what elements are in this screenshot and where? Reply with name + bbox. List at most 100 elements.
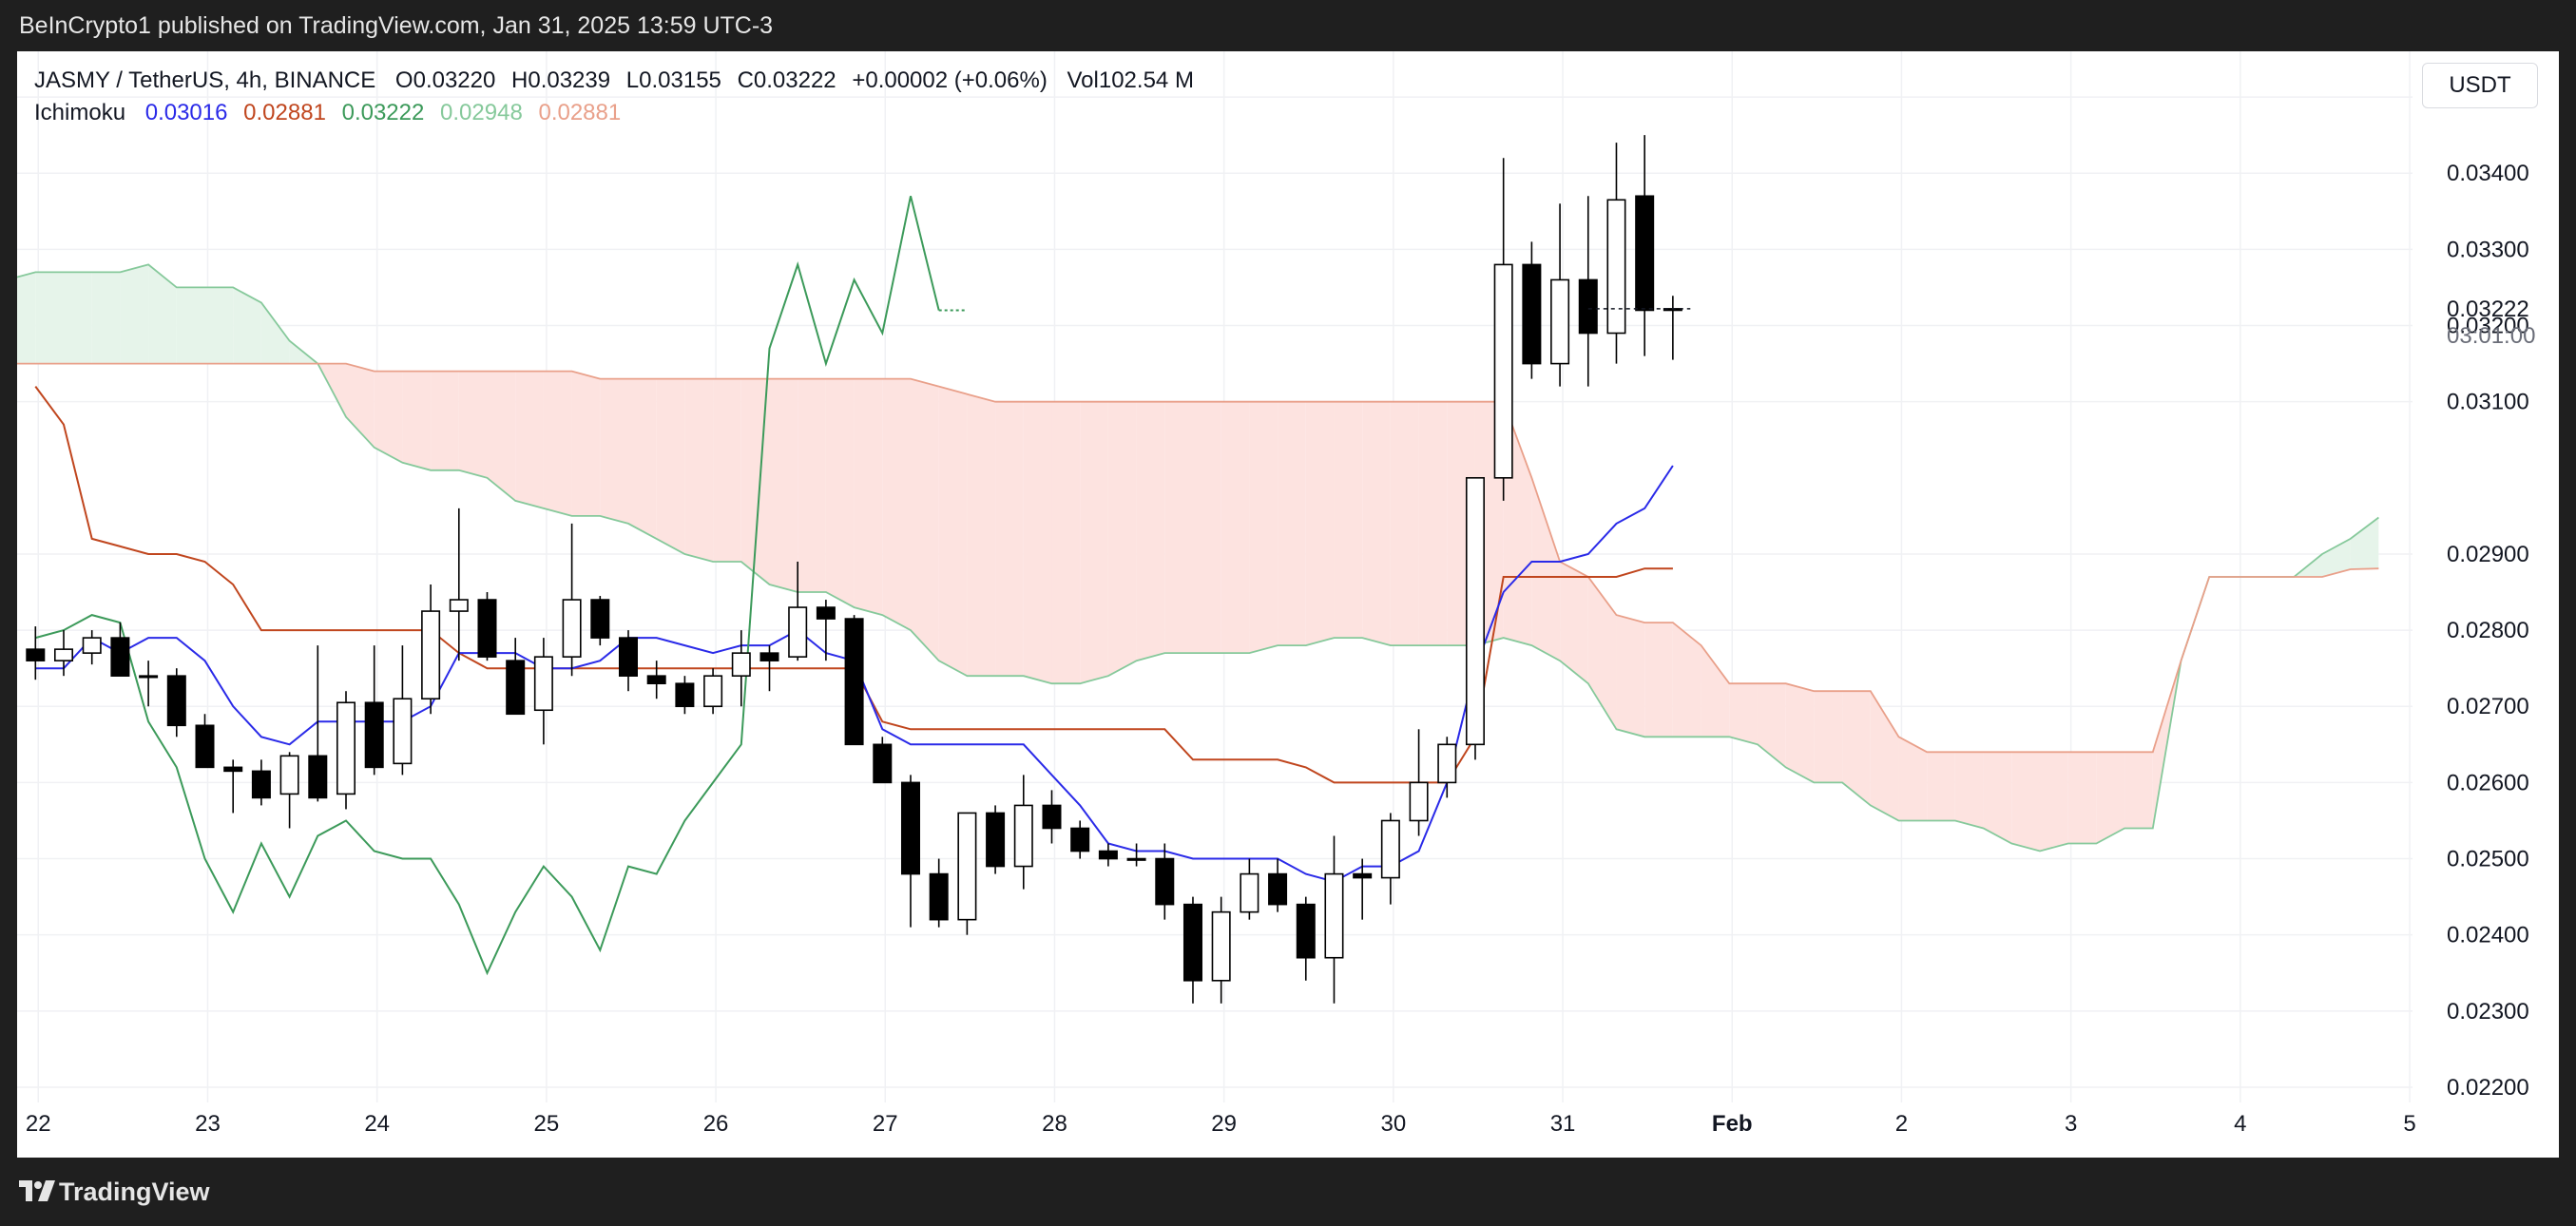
cloud-segment-bullish <box>64 272 92 364</box>
candle-bearish <box>195 724 215 769</box>
cloud-segment-bearish <box>769 378 798 593</box>
candle-bullish <box>53 648 74 661</box>
cloud-segment-bullish <box>2350 517 2379 569</box>
cloud-segment-bullish <box>148 264 177 364</box>
candle-bullish <box>703 675 723 708</box>
candle-bearish <box>26 648 46 661</box>
candle-bearish <box>1268 872 1288 906</box>
time-tick-label: 3 <box>2065 1111 2077 1137</box>
price-tick-label: 0.02200 <box>2447 1075 2529 1101</box>
publisher-bar: BeInCrypto1 published on TradingView.com… <box>0 0 2576 51</box>
price-tick-label: 0.02700 <box>2447 694 2529 719</box>
cloud-segment-bearish <box>627 378 657 539</box>
cloud-segment-bearish <box>910 378 939 661</box>
cloud-segment-bearish <box>1107 401 1137 677</box>
candle-bearish <box>110 637 130 677</box>
time-tick-label: 2 <box>1895 1111 1908 1137</box>
cloud-segment-bearish <box>1334 401 1363 639</box>
currency-button[interactable]: USDT <box>2422 63 2538 108</box>
cloud-segment-bearish <box>825 378 855 608</box>
candle-bullish <box>1550 278 1570 365</box>
cloud-segment-bearish <box>1927 752 1955 821</box>
candle-bullish <box>421 610 441 700</box>
candle-bullish <box>1324 872 1344 959</box>
candle-bearish <box>646 675 666 685</box>
lagging-span-value: 0.03222 <box>341 100 425 125</box>
candle-bearish <box>986 812 1006 868</box>
tradingview-brand[interactable]: TradingView <box>59 1178 210 1206</box>
tradingview-logo-icon <box>19 1180 55 1201</box>
price-tick-label: 0.03400 <box>2447 161 2529 186</box>
cloud-segment-bearish <box>1305 401 1335 646</box>
price-tick-label: 0.02500 <box>2447 847 2529 872</box>
time-tick-label: 5 <box>2403 1111 2415 1137</box>
cloud-segment-bearish <box>1983 752 2012 844</box>
candle-bullish <box>533 656 553 712</box>
cloud-segment-bearish <box>1870 691 1899 821</box>
cloud-segment-bearish <box>798 378 826 593</box>
last-price-label: 0.03222 <box>2447 297 2529 322</box>
ohlc-open: O0.03220 <box>394 67 496 93</box>
indicator-row: Ichimoku 0.03016 0.02881 0.03222 0.02948… <box>34 97 1207 129</box>
cloud-segment-bearish <box>1249 401 1278 654</box>
price-tick-label: 0.03200 <box>2447 314 2529 339</box>
price-axis[interactable]: 0.02200 0.02300 0.02400 0.02500 0.02600 0.027… <box>2447 85 2529 1101</box>
cloud-segment-bearish <box>1080 401 1108 684</box>
price-tick-label: 0.02900 <box>2447 542 2529 567</box>
cloud-segment-bearish <box>1785 683 1815 783</box>
cloud-segment-bearish <box>515 371 544 508</box>
price-tick-label: 0.03100 <box>2447 390 2529 415</box>
price-change: +0.00002 (+0.06%) <box>852 67 1048 93</box>
price-chart[interactable]: 0.02200 0.02300 0.02400 0.02500 0.02600 0.027… <box>17 51 2559 1158</box>
cloud-segment-bullish <box>260 302 290 364</box>
candle-bearish <box>1635 195 1655 312</box>
candle-bullish <box>1606 199 1626 335</box>
leading-span-a-value: 0.02948 <box>440 100 523 125</box>
cloud-segment-bearish <box>458 371 488 478</box>
time-tick-label: 28 <box>1042 1111 1067 1137</box>
candle-bearish <box>506 660 526 716</box>
price-tick-label: 0.02300 <box>2447 999 2529 1025</box>
candle-bearish <box>1155 857 1175 906</box>
cloud-segment-bullish <box>17 272 36 364</box>
candle-bullish <box>1126 857 1146 861</box>
symbol-title[interactable]: JASMY / TetherUS, 4h, BINANCE <box>34 67 376 93</box>
cloud-segment-bearish <box>938 386 968 677</box>
candle-bearish <box>590 599 610 639</box>
cloud-segment-bearish <box>656 378 685 554</box>
candle-bullish <box>449 599 469 612</box>
cloud-segment-bearish <box>402 371 432 470</box>
cloud-segment-bearish <box>600 378 628 524</box>
candle-bearish <box>1296 903 1316 959</box>
candle-bullish <box>1465 477 1485 746</box>
cloud-segment-bearish <box>740 378 770 585</box>
cloud-segment-bearish <box>1390 401 1419 646</box>
chart-panel[interactable]: 0.02200 0.02300 0.02400 0.02500 0.02600 0.027… <box>17 51 2559 1158</box>
cloud-segment-bullish <box>233 287 261 364</box>
time-axis[interactable]: 22 23 24 25 26 27 28 29 30 31 Feb 2 3 4 5 <box>26 1111 2416 1137</box>
cloud-segment-bullish <box>204 287 234 364</box>
candle-bearish <box>816 606 836 620</box>
time-tick-label: 4 <box>2234 1111 2246 1137</box>
cloud-segment-bearish <box>374 371 403 463</box>
cloud-segment-bearish <box>543 371 572 516</box>
candle-bearish <box>900 781 920 875</box>
candle-bullish <box>82 637 102 654</box>
cloud-segment-bearish <box>854 378 883 616</box>
candle-bullish <box>1013 804 1033 868</box>
candle-bearish <box>1522 263 1542 365</box>
cloud-segment-bearish <box>882 378 911 631</box>
indicator-name[interactable]: Ichimoku <box>34 100 126 125</box>
cloud-segment-bullish <box>2321 538 2351 577</box>
cloud-segment-bearish <box>1051 401 1081 684</box>
leading-span-a-line <box>17 263 2379 852</box>
candlesticks <box>26 135 1682 1004</box>
candle-bearish <box>759 652 779 661</box>
cloud-segment-bearish <box>1954 752 1984 829</box>
candle-bullish <box>1240 872 1259 913</box>
candle-bearish <box>251 770 271 799</box>
time-tick-label: 25 <box>534 1111 560 1137</box>
price-tick-label: 0.02600 <box>2447 770 2529 795</box>
candle-bullish <box>1437 743 1457 784</box>
cloud-segment-bearish <box>571 371 601 516</box>
